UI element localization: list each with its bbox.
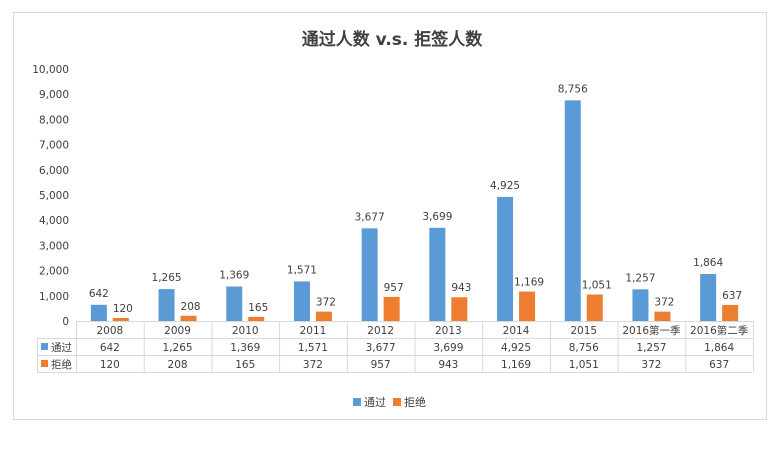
- data-label: 1,257: [625, 272, 655, 284]
- data-label: 120: [113, 303, 133, 315]
- table-cell-value: 1,257: [636, 342, 666, 354]
- data-label: 165: [248, 302, 268, 314]
- bar-pass: [158, 289, 175, 321]
- bar-reject: [654, 311, 671, 321]
- table-cell-value: 8,756: [569, 342, 599, 354]
- table-cell-value: 1,169: [501, 359, 531, 371]
- table-category-label: 2009: [164, 325, 191, 337]
- table-category-label: 2016第二季: [690, 324, 749, 337]
- data-label: 1,864: [693, 257, 723, 269]
- bar-pass: [361, 228, 378, 321]
- y-tick-label: 4,000: [39, 215, 69, 227]
- table-category-label: 2015: [570, 325, 597, 337]
- table-cell-value: 372: [303, 359, 323, 371]
- table-cell-value: 165: [235, 359, 255, 371]
- data-label: 372: [654, 297, 674, 309]
- bar-reject: [180, 315, 197, 321]
- table-cell-value: 3,699: [433, 342, 463, 354]
- table-category-label: 2014: [503, 325, 530, 337]
- table-category-label: 2011: [300, 325, 327, 337]
- data-label: 1,051: [582, 280, 612, 292]
- table-category-label: 2010: [232, 325, 259, 337]
- table-cell-value: 1,265: [163, 342, 193, 354]
- data-table: 2008 2009 2010 2011 2012 2013 2014 2015 2016第一季 2…: [37, 321, 754, 373]
- data-label: 8,756: [558, 83, 588, 95]
- table-series-name: 拒绝: [51, 358, 72, 371]
- data-label: 642: [89, 288, 109, 300]
- legend: 通过 拒绝: [353, 395, 426, 409]
- table-cell-value: 943: [438, 359, 458, 371]
- data-label: 1,169: [514, 277, 544, 289]
- legend-label: 拒绝: [404, 395, 426, 409]
- bar-reject: [519, 291, 536, 321]
- legend-key: [393, 398, 401, 406]
- y-tick-label: 0: [62, 316, 69, 328]
- y-tick-label: 5,000: [39, 190, 69, 202]
- bar-pass: [564, 100, 581, 321]
- chart-frame: 通过人数 v.s. 拒签人数 0 1,000 2,000 3,000 4,000 5,00…: [13, 12, 767, 420]
- legend-label: 通过: [364, 396, 386, 409]
- bar-pass: [226, 286, 243, 321]
- data-label: 3,699: [422, 211, 452, 223]
- table-legend-key: [41, 343, 48, 350]
- table-cell-value: 120: [100, 359, 120, 371]
- y-tick-label: 2,000: [39, 266, 69, 278]
- y-tick-label: 9,000: [39, 89, 69, 101]
- bar-reject: [586, 294, 603, 321]
- table-category-label: 2008: [96, 325, 123, 337]
- bar-pass: [429, 227, 446, 321]
- data-label: 943: [451, 282, 471, 294]
- bar-reject: [315, 311, 332, 321]
- table-category-label: 2012: [367, 325, 394, 337]
- data-label: 957: [384, 282, 404, 294]
- table-legend-key: [41, 360, 48, 367]
- table-cell-value: 4,925: [501, 342, 531, 354]
- bar-pass: [497, 196, 514, 321]
- chart-title: 通过人数 v.s. 拒签人数: [302, 29, 484, 50]
- bar-reject: [451, 297, 468, 321]
- y-tick-label: 7,000: [39, 140, 69, 152]
- bar-pass: [293, 281, 310, 321]
- bar-reject: [112, 317, 129, 321]
- y-tick-label: 1,000: [39, 291, 69, 303]
- y-tick-label: 10,000: [32, 64, 69, 76]
- data-label: 3,677: [355, 211, 385, 223]
- table-cell-value: 642: [100, 342, 120, 354]
- data-label: 1,571: [287, 264, 317, 276]
- bars: 642 120 1,265 208 1,369 165 1,571 372 3,677 957 3,…: [89, 83, 742, 321]
- table-cell-value: 1,571: [298, 342, 328, 354]
- bar-reject: [248, 316, 265, 321]
- bar-pass: [632, 289, 649, 321]
- table-category-label: 2016第一季: [622, 324, 681, 337]
- table-series-name: 通过: [51, 341, 72, 354]
- y-axis: 0 1,000 2,000 3,000 4,000 5,000 6,000 7,000 8,00…: [32, 64, 69, 328]
- data-label: 372: [316, 297, 336, 309]
- legend-key: [353, 398, 361, 406]
- table-cell-value: 957: [371, 359, 391, 371]
- data-label: 1,369: [219, 270, 249, 282]
- bar-pass: [90, 304, 107, 321]
- table-cell-value: 1,369: [230, 342, 260, 354]
- table-category-label: 2013: [435, 325, 462, 337]
- data-label: 1,265: [152, 272, 182, 284]
- table-cell-value: 1,864: [704, 342, 734, 354]
- y-tick-label: 8,000: [39, 114, 69, 126]
- bar-reject: [383, 296, 400, 321]
- table-cell-value: 3,677: [366, 342, 396, 354]
- table-cell-value: 208: [168, 359, 188, 371]
- chart-canvas: 通过人数 v.s. 拒签人数 0 1,000 2,000 3,000 4,000 5,00…: [32, 29, 754, 409]
- data-label: 637: [722, 290, 742, 302]
- y-tick-label: 6,000: [39, 165, 69, 177]
- table-cell-value: 637: [709, 359, 729, 371]
- data-label: 208: [181, 301, 201, 313]
- data-label: 4,925: [490, 180, 520, 192]
- bar-pass: [700, 274, 717, 321]
- table-cell-value: 1,051: [569, 359, 599, 371]
- table-cell-value: 372: [641, 359, 661, 371]
- y-tick-label: 3,000: [39, 240, 69, 252]
- bar-reject: [722, 304, 739, 321]
